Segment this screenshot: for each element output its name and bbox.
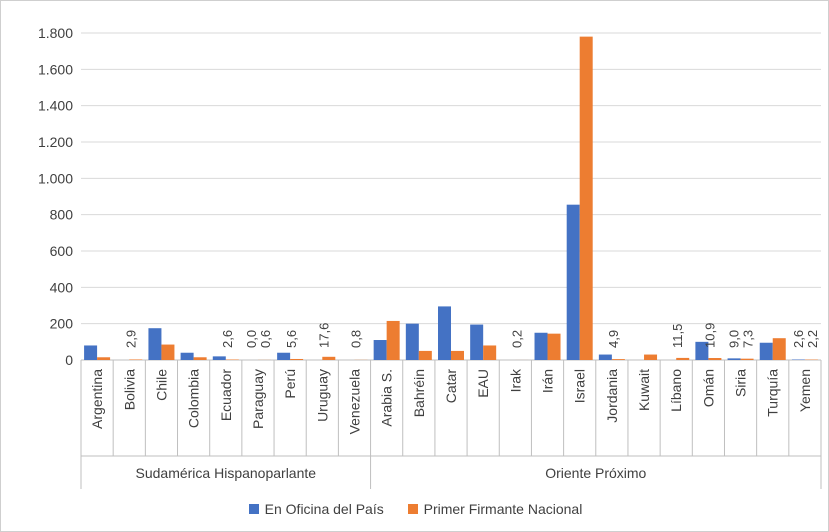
x-tick-label: Siria <box>733 369 749 397</box>
bar-firmante <box>676 357 690 360</box>
data-label: 0,0 <box>244 330 259 348</box>
data-label: 5,6 <box>284 330 299 348</box>
x-tick-label: Turquía <box>765 369 781 417</box>
data-label: 4,9 <box>606 330 621 348</box>
x-tick-label: Omán <box>700 369 716 407</box>
bar-firmante <box>611 359 625 360</box>
bar-oficina <box>84 345 98 360</box>
bar-oficina <box>470 324 484 360</box>
bar-oficina <box>405 323 419 360</box>
bar-firmante <box>290 358 304 360</box>
bar-firmante <box>451 350 464 360</box>
x-tick-label: Perú <box>282 369 298 399</box>
y-tick-label: 1.000 <box>38 170 73 186</box>
bar-oficina <box>438 306 451 360</box>
x-tick-label: Venezuela <box>346 369 362 435</box>
legend-label-oficina: En Oficina del País <box>264 501 384 517</box>
bar-oficina <box>727 358 741 360</box>
y-tick-label: 800 <box>50 207 74 223</box>
x-tick-label: Paraguay <box>250 369 266 429</box>
y-tick-label: 1.600 <box>38 61 73 77</box>
group-label: Oriente Próximo <box>545 465 646 481</box>
data-label: 7,3 <box>741 330 756 348</box>
x-tick-label: Irak <box>507 368 523 392</box>
bar-oficina <box>148 328 162 360</box>
data-label: 0,2 <box>509 330 524 348</box>
bar-firmante <box>129 359 143 360</box>
bar-firmante <box>740 358 754 360</box>
data-label: 9,0 <box>727 330 742 348</box>
bar-firmante <box>386 320 400 360</box>
legend-swatch-blue <box>248 504 259 514</box>
bar-oficina <box>566 204 580 360</box>
x-tick-label: Jordania <box>604 369 620 423</box>
bar-firmante <box>579 36 593 361</box>
bar-oficina <box>373 340 387 360</box>
bar-firmante <box>708 358 722 360</box>
x-tick-label: Bolivia <box>121 369 137 410</box>
y-tick-label: 1.200 <box>38 134 73 150</box>
bar-oficina <box>277 352 291 360</box>
bar-oficina <box>695 341 709 360</box>
y-tick-label: 1.800 <box>38 25 73 41</box>
x-tick-label: Irán <box>540 369 556 393</box>
y-tick-label: 600 <box>50 243 74 259</box>
x-tick-label: Kuwait <box>636 369 652 411</box>
bar-chart: 0 200 400 600 800 1.000 1.200 1.400 1.600 1.800 2,… <box>38 25 822 489</box>
data-label: 2,6 <box>791 330 806 348</box>
bar-firmante <box>547 333 561 360</box>
bar-oficina <box>212 356 226 360</box>
data-label: 0,8 <box>348 330 363 348</box>
x-tick-label: Bahréin <box>411 369 427 417</box>
y-tick-label: 400 <box>50 279 74 295</box>
x-tick-label: Colombia <box>186 369 202 428</box>
data-label: 2,2 <box>805 330 820 348</box>
data-label: 2,9 <box>123 330 138 348</box>
legend: En Oficina del País Primer Firmante Naci… <box>1 501 829 517</box>
bar-firmante <box>322 356 336 360</box>
legend-item-oficina: En Oficina del País <box>248 501 384 517</box>
bar-oficina <box>598 354 612 360</box>
bar-oficina <box>534 332 548 360</box>
y-tick-label: 200 <box>50 316 74 332</box>
data-label: 11,5 <box>670 324 685 348</box>
y-tick-label: 0 <box>65 352 73 368</box>
data-label: 2,6 <box>220 330 235 348</box>
x-tick-label: Israel <box>572 369 588 403</box>
x-tick-label: Arabia S. <box>379 369 395 427</box>
bar-firmante <box>418 350 432 360</box>
legend-label-firmante: Primer Firmante Nacional <box>423 501 583 517</box>
x-tick-label: Yemen <box>797 369 813 412</box>
x-tick-label: EAU <box>475 369 491 398</box>
x-tick-label: Líbano <box>668 369 684 412</box>
bar-firmante <box>483 345 497 360</box>
x-tick-label: Argentina <box>89 369 105 429</box>
bar-firmante <box>161 344 175 360</box>
group-label: Sudamérica Hispanoparlante <box>136 465 317 481</box>
x-tick-label: Ecuador <box>218 369 234 421</box>
bar-firmante <box>193 357 207 360</box>
data-label: 10,9 <box>702 323 717 348</box>
data-label: 17,6 <box>316 323 331 348</box>
legend-swatch-orange <box>407 504 418 514</box>
bar-firmante <box>772 338 786 360</box>
bar-firmante <box>644 354 658 360</box>
x-tick-label: Chile <box>153 369 169 401</box>
legend-item-firmante: Primer Firmante Nacional <box>407 501 583 517</box>
bar-oficina <box>180 352 194 360</box>
bar-firmante <box>97 357 111 360</box>
data-label: 0,6 <box>258 330 273 348</box>
bar-oficina <box>759 342 773 360</box>
x-tick-label: Catar <box>443 369 459 404</box>
x-tick-label: Uruguay <box>314 369 330 422</box>
y-tick-label: 1.400 <box>38 98 73 114</box>
